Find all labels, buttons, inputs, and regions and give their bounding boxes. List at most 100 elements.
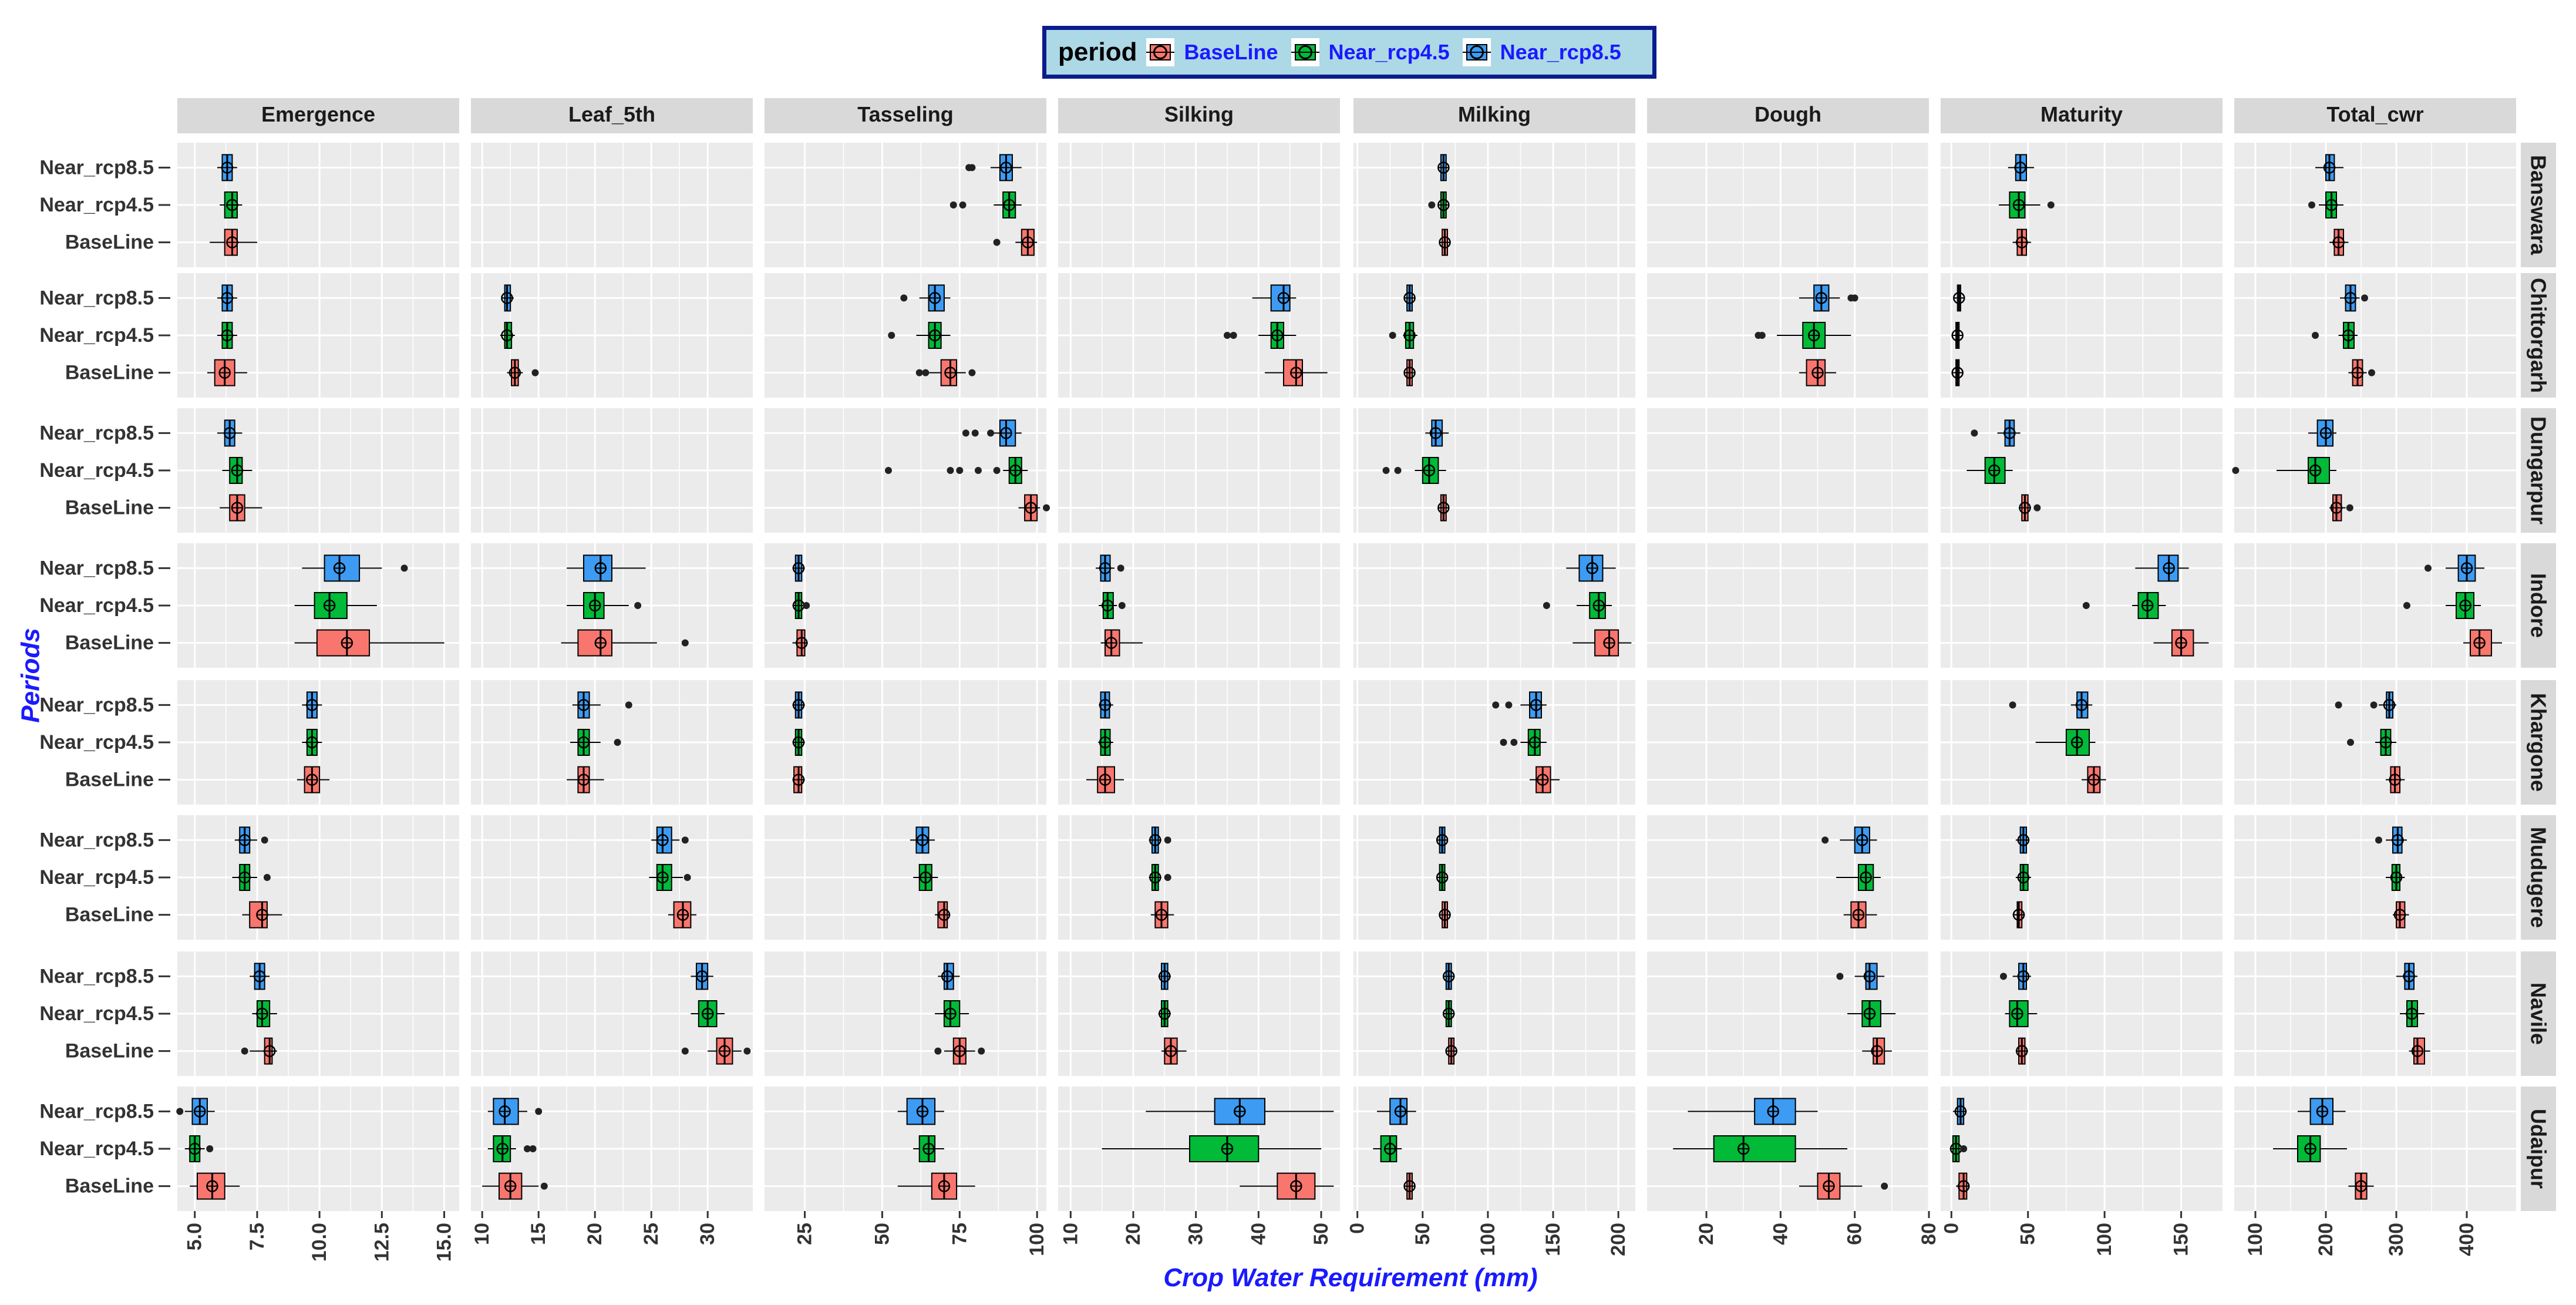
box-dungarpur-total-cwr-near-rcp4-5-outlier (2232, 467, 2240, 474)
y-tick-label-khargone-near-rcp4-5: Near_rcp4.5 (39, 731, 154, 754)
y-tick-label-mudugere-near-rcp8-5: Near_rcp8.5 (39, 829, 154, 851)
x-tick-label-total-cwr: 400 (2456, 1223, 2478, 1256)
box-indore-total-cwr-near-rcp8-5-outlier (2425, 564, 2432, 572)
facet-strip-chittorgarh (2521, 273, 2556, 398)
x-tick-label-maturity: 150 (2170, 1223, 2193, 1256)
x-tick-label-dough: 80 (1918, 1223, 1940, 1245)
box-indore-tasseling-near-rcp4-5-outlier (803, 602, 810, 609)
x-tick-label-total-cwr: 200 (2315, 1223, 2337, 1256)
y-tick-label-indore-near-rcp8-5: Near_rcp8.5 (39, 557, 154, 579)
x-tick-label-emergence: 15.0 (433, 1223, 456, 1262)
box-udaipur-leaf-5th-near-rcp4-5-outlier (529, 1145, 537, 1152)
facet-label-banswara: Banswara (2527, 155, 2551, 255)
x-tick-label-leaf-5th: 25 (640, 1223, 662, 1245)
box-dungarpur-tasseling-near-rcp4-5-outlier (947, 467, 954, 474)
box-khargone-leaf-5th-near-rcp8-5-outlier (625, 701, 632, 709)
x-tick-label-silking: 50 (1310, 1223, 1332, 1245)
box-navile-emergence-baseline-outlier (241, 1047, 248, 1055)
facet-strip-navile (2521, 951, 2556, 1076)
box-indore-maturity-near-rcp4-5-outlier (2082, 602, 2090, 609)
x-tick-label-total-cwr: 300 (2385, 1223, 2407, 1256)
x-tick-label-total-cwr: 100 (2244, 1223, 2267, 1256)
legend-key-baseline (1146, 38, 1175, 66)
box-dungarpur-total-cwr-baseline-outlier (2346, 504, 2353, 512)
box-chittorgarh-tasseling-baseline-outlier (968, 369, 976, 376)
box-mudugere-leaf-5th-near-rcp4-5-outlier (683, 874, 691, 881)
legend-label-baseline: BaseLine (1184, 40, 1278, 64)
legend-item-near-rcp45: Near_rcp4.5 (1291, 38, 1450, 66)
y-tick-label-chittorgarh-near-rcp8-5: Near_rcp8.5 (39, 287, 154, 309)
legend: period BaseLine Near_rcp4.5 Near_rcp8.5 (1042, 26, 1656, 79)
facet-strip-maturity (1941, 98, 2223, 133)
box-navile-dough-near-rcp8-5-outlier (1836, 973, 1844, 980)
x-tick-label-emergence: 5.0 (184, 1223, 206, 1250)
x-tick-label-milking: 0 (1346, 1223, 1369, 1234)
box-navile-maturity-near-rcp8-5-outlier (1999, 973, 2007, 980)
y-tick-label-dungarpur-near-rcp4-5: Near_rcp4.5 (39, 459, 154, 482)
box-khargone-leaf-5th-near-rcp4-5-outlier (614, 739, 621, 746)
box-chittorgarh-milking-near-rcp4-5-outlier (1389, 332, 1396, 339)
box-mudugere-total-cwr-near-rcp8-5-outlier (2375, 836, 2382, 844)
y-tick-label-chittorgarh-near-rcp4-5: Near_rcp4.5 (39, 324, 154, 347)
box-dungarpur-tasseling-near-rcp4-5-outlier (884, 467, 892, 474)
legend-label-near-rcp85: Near_rcp8.5 (1500, 40, 1621, 64)
box-indore-total-cwr-near-rcp4-5-outlier (2403, 602, 2410, 609)
x-tick-label-tasseling: 50 (871, 1223, 893, 1245)
x-tick-label-leaf-5th: 30 (696, 1223, 719, 1245)
y-tick-label-udaipur-near-rcp8-5: Near_rcp8.5 (39, 1100, 154, 1122)
facet-label-khargone: Khargone (2527, 693, 2551, 792)
y-tick-label-navile-near-rcp4-5: Near_rcp4.5 (39, 1003, 154, 1025)
facet-strip-indore (2521, 543, 2556, 668)
box-dungarpur-tasseling-baseline-outlier (1043, 504, 1050, 512)
x-tick-label-milking: 100 (1477, 1223, 1499, 1256)
box-banswara-milking-near-rcp4-5-outlier (1428, 201, 1436, 208)
x-tick-label-silking: 10 (1059, 1223, 1082, 1245)
box-khargone-maturity-near-rcp8-5-outlier (2009, 701, 2016, 709)
y-tick-label-indore-near-rcp4-5: Near_rcp4.5 (39, 594, 154, 617)
facet-strip-milking (1353, 98, 1635, 133)
box-dungarpur-tasseling-near-rcp8-5-outlier (962, 429, 969, 437)
facet-label-dough: Dough (1755, 102, 1821, 126)
facet-label-leaf-5th: Leaf_5th (568, 102, 655, 126)
facet-label-milking: Milking (1458, 102, 1531, 126)
facet-label-tasseling: Tasseling (857, 102, 953, 126)
facet-label-silking: Silking (1164, 102, 1234, 126)
box-banswara-total-cwr-near-rcp4-5-outlier (2308, 201, 2315, 208)
box-indore-emergence-near-rcp8-5-outlier (400, 564, 408, 572)
y-tick-label-banswara-baseline: BaseLine (65, 231, 154, 254)
box-banswara-tasseling-baseline-outlier (993, 238, 1001, 246)
x-tick-label-milking: 150 (1542, 1223, 1564, 1256)
box-dungarpur-milking-near-rcp4-5-outlier (1394, 467, 1402, 474)
box-dungarpur-maturity-near-rcp8-5-outlier (1971, 429, 1978, 437)
y-tick-label-chittorgarh-baseline: BaseLine (65, 362, 154, 384)
facet-label-mudugere: Mudugere (2527, 827, 2551, 928)
facet-strip-leaf-5th (471, 98, 753, 133)
box-udaipur-maturity-near-rcp4-5-outlier (1960, 1145, 1968, 1152)
box-chittorgarh-dough-near-rcp8-5-outlier (1851, 294, 1858, 302)
box-navile-leaf-5th-baseline-outlier (681, 1047, 689, 1055)
box-mudugere-emergence-near-rcp4-5-outlier (263, 874, 271, 881)
box-udaipur-leaf-5th-near-rcp8-5-outlier (535, 1108, 543, 1115)
legend-item-baseline: BaseLine (1146, 38, 1278, 66)
y-tick-label-khargone-baseline: BaseLine (65, 769, 154, 791)
facet-label-maturity: Maturity (2040, 102, 2123, 126)
y-tick-label-mudugere-near-rcp4-5: Near_rcp4.5 (39, 866, 154, 889)
box-chittorgarh-leaf-5th-baseline-outlier (531, 369, 539, 376)
facet-strip-silking (1058, 98, 1340, 133)
x-tick-label-silking: 30 (1185, 1223, 1207, 1245)
box-mudugere-silking-near-rcp8-5-outlier (1164, 836, 1171, 844)
box-chittorgarh-total-cwr-near-rcp4-5-outlier (2312, 332, 2319, 339)
box-mudugere-silking-near-rcp4-5-outlier (1164, 874, 1171, 881)
box-navile-tasseling-baseline-outlier (978, 1047, 985, 1055)
box-mudugere-dough-near-rcp8-5-outlier (1821, 836, 1829, 844)
box-chittorgarh-total-cwr-baseline-outlier (2368, 369, 2375, 376)
x-tick-label-emergence: 12.5 (371, 1223, 393, 1262)
box-indore-milking-near-rcp4-5-outlier (1543, 602, 1550, 609)
x-tick-label-dough: 60 (1844, 1223, 1866, 1245)
box-banswara-tasseling-near-rcp4-5-outlier (949, 201, 957, 208)
x-tick-label-maturity: 100 (2093, 1223, 2116, 1256)
box-dungarpur-tasseling-near-rcp8-5-outlier (971, 429, 979, 437)
facet-strip-mudugere (2521, 815, 2556, 940)
box-udaipur-dough-baseline-outlier (1881, 1182, 1888, 1190)
